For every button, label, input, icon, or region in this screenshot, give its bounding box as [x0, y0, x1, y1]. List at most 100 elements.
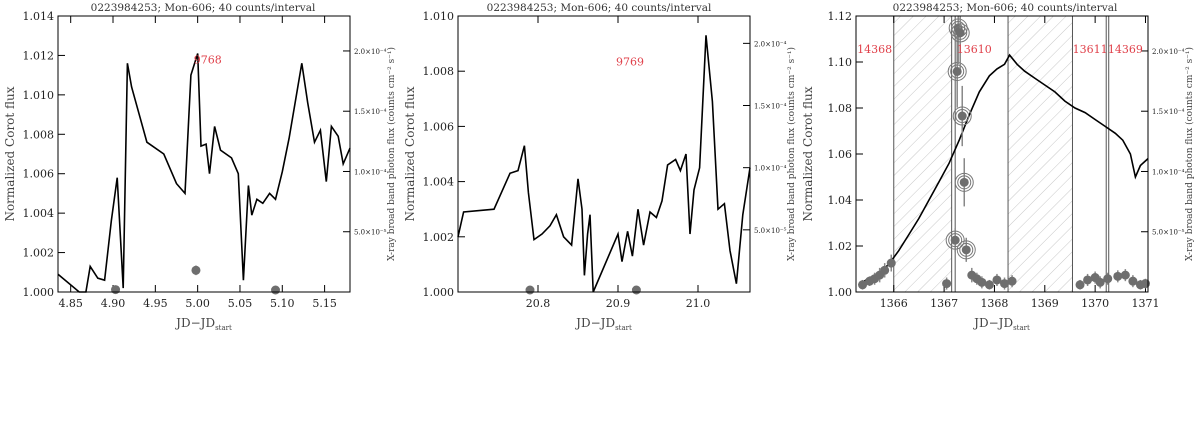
xray-point	[880, 265, 890, 275]
x-tick-label: 5.10	[270, 297, 295, 310]
axis-ticks: 1366 1367 1368 1369 1370 1371 1.00 1.02 1.04 1.06…	[828, 10, 1185, 310]
y-tick-label: 1.006	[23, 168, 55, 181]
x-axis-label-sub: start	[615, 324, 632, 332]
xray-flag-ring-inner	[950, 64, 965, 79]
xray-points	[858, 16, 1150, 290]
x-tick-label: 4.85	[58, 297, 83, 310]
y2-axis-label-text: X-ray broad band photon flux (counts cm⁻…	[786, 47, 797, 261]
xray-flag-ring-inner	[948, 233, 963, 248]
x-axis-label: JD−JDstart	[574, 316, 632, 332]
y-tick-label: 1.010	[423, 10, 455, 23]
obsid-annotations: 9768	[194, 53, 222, 66]
chart-panel-2: 0223984253; Mon-606; 40 counts/interval …	[403, 2, 797, 332]
chart-panel-1: 0223984253; Mon-606; 40 counts/interval …	[3, 2, 397, 332]
xray-flag-ring	[945, 230, 965, 250]
y-tick-label: 1.10	[828, 56, 853, 69]
y-tick-label: 1.004	[23, 207, 55, 220]
xray-point	[992, 275, 1002, 285]
y-tick-label: 1.014	[23, 10, 55, 23]
y2-axis-label-text: X-ray broad band photon flux (counts cm⁻…	[386, 47, 397, 261]
x-tick-label: 1366	[880, 297, 908, 310]
y2-tick-label: 1.5×10⁻⁴	[354, 108, 387, 116]
x-tick-label: 1370	[1081, 297, 1109, 310]
plot-frame	[457, 15, 751, 293]
xray-point	[1095, 277, 1105, 287]
observation-lines	[893, 16, 1110, 292]
y-axis-label-text: Normalized Corot flux	[801, 86, 815, 221]
y-tick-label: 1.02	[828, 240, 853, 253]
y-axis-label-text: Normalized Corot flux	[3, 86, 17, 221]
y2-tick-label: 1.0×10⁻⁴	[754, 165, 787, 173]
observation-interval	[893, 16, 952, 292]
xray-point	[961, 245, 971, 255]
xray-point	[1075, 280, 1085, 290]
obsid-label: 13610	[957, 43, 992, 56]
obsid-annotations: 9769	[616, 56, 644, 69]
y-axis-label: Normalized Corot flux	[801, 86, 815, 221]
y-tick-label: 1.04	[828, 194, 853, 207]
y-tick-label: 1.008	[423, 65, 455, 78]
x-axis-label-sub: start	[1013, 324, 1030, 332]
observation-interval	[1008, 16, 1073, 292]
xray-point	[977, 277, 987, 287]
x-axis-label-main: JD−JD	[972, 316, 1013, 330]
y-axis-label-text: Normalized Corot flux	[403, 86, 417, 221]
axis-ticks: 4.85 4.90 4.95 5.00 5.05 5.10 5.15 1.000 1.002 1.…	[23, 10, 387, 310]
xray-points	[111, 265, 281, 295]
obsid-label: 9768	[194, 53, 222, 66]
axis-ticks: 20.8 20.9 21.0 1.000 1.002 1.004 1.006 1.008 1.0…	[423, 10, 787, 310]
y-tick-label: 1.010	[23, 89, 55, 102]
observation-intervals	[893, 16, 1073, 292]
y2-tick-label: 2.0×10⁻⁴	[1152, 48, 1185, 56]
xray-point	[1128, 276, 1138, 286]
xray-flag-ring	[954, 172, 974, 192]
xray-point	[950, 235, 960, 245]
x-tick-label: 20.8	[526, 297, 551, 310]
x-axis-label-main: JD−JD	[174, 316, 215, 330]
y2-tick-label: 2.0×10⁻⁴	[754, 40, 787, 48]
y2-axis-label-text: X-ray broad band photon flux (counts cm⁻…	[1184, 47, 1195, 261]
obsid-label: 14369	[1108, 43, 1143, 56]
x-axis-label-main: JD−JD	[574, 316, 615, 330]
xray-point	[957, 111, 967, 121]
x-tick-label: 1368	[980, 297, 1008, 310]
y-tick-label: 1.06	[828, 148, 853, 161]
corot-flux-line	[457, 35, 751, 293]
x-tick-label: 1367	[930, 297, 958, 310]
x-tick-label: 1369	[1031, 297, 1059, 310]
y2-axis-label: X-ray broad band photon flux (counts cm⁻…	[1184, 47, 1195, 261]
xray-point	[1007, 276, 1017, 286]
y-tick-label: 1.08	[828, 102, 853, 115]
y-tick-label: 1.000	[23, 286, 55, 299]
xray-flag-ring	[948, 18, 968, 38]
y-tick-label: 1.002	[23, 247, 55, 260]
xray-flag-ring-inner	[957, 175, 972, 190]
y-tick-label: 1.006	[423, 120, 455, 133]
xray-point	[1113, 271, 1123, 281]
y-tick-label: 1.008	[23, 128, 55, 141]
y-axis-label: Normalized Corot flux	[3, 86, 17, 221]
y2-tick-label: 1.5×10⁻⁴	[1152, 108, 1185, 116]
chart-panel-3: 0223984253; Mon-606; 40 counts/interval …	[801, 2, 1195, 332]
plot-frame	[57, 15, 351, 293]
x-tick-label: 21.0	[686, 297, 711, 310]
y2-tick-label: 5.0×10⁻⁵	[354, 229, 387, 237]
y2-tick-label: 1.0×10⁻⁴	[354, 168, 387, 176]
xray-point	[1103, 274, 1113, 284]
x-axis-label: JD−JDstart	[174, 316, 232, 332]
xray-flag-ring	[956, 240, 976, 260]
x-tick-label: 4.90	[101, 297, 126, 310]
y-tick-label: 1.000	[423, 286, 455, 299]
x-tick-label: 5.00	[185, 297, 210, 310]
y2-tick-label: 1.5×10⁻⁴	[754, 103, 787, 111]
y-axis-label: Normalized Corot flux	[403, 86, 417, 221]
y-tick-label: 1.004	[423, 176, 455, 189]
obsid-label: 14368	[857, 43, 892, 56]
xray-point	[984, 280, 994, 290]
x-tick-label: 1371	[1131, 297, 1159, 310]
xray-point	[111, 285, 121, 295]
xray-point	[191, 265, 201, 275]
y2-tick-label: 5.0×10⁻⁵	[1152, 229, 1185, 237]
xray-flag-ring	[950, 23, 970, 43]
